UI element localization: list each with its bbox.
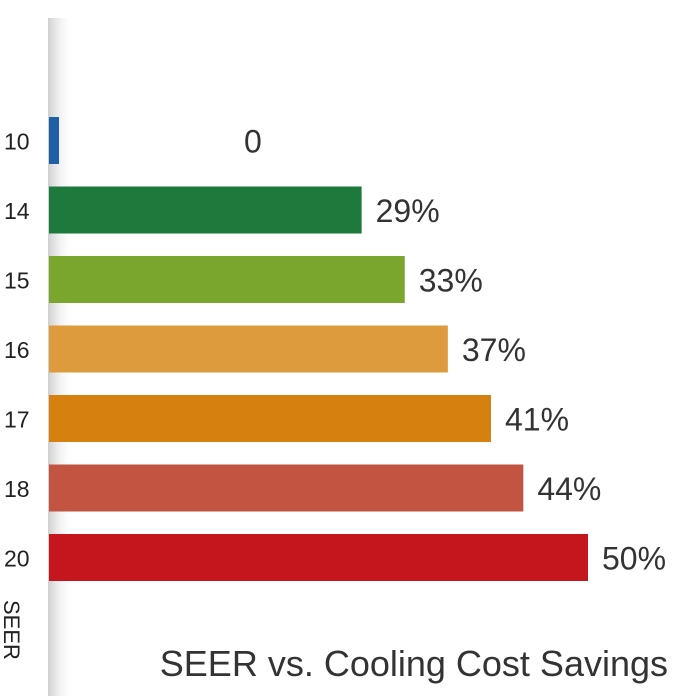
value-label: 29% <box>376 193 440 229</box>
value-label: 41% <box>505 402 569 438</box>
bar-seer-15 <box>49 256 405 303</box>
bar-seer-17 <box>49 395 491 442</box>
value-label: 44% <box>537 471 601 507</box>
bar-seer-20 <box>49 534 588 581</box>
category-label: 14 <box>4 198 30 224</box>
category-label: 20 <box>4 546 30 572</box>
bar-seer-14 <box>49 186 362 234</box>
value-label: 33% <box>419 263 483 299</box>
y-axis-title: SEER <box>0 600 24 660</box>
category-labels: 10 14 15 16 17 18 20 <box>4 129 30 572</box>
category-label: 15 <box>4 268 30 294</box>
category-label: 16 <box>4 337 30 363</box>
category-label: 10 <box>4 129 30 155</box>
category-label: 18 <box>4 476 30 502</box>
bars-layer <box>49 117 588 581</box>
value-labels: 0 29% 33% 37% 41% 44%50% <box>244 124 666 577</box>
value-label: 0 <box>244 124 262 160</box>
category-label: 17 <box>4 407 30 433</box>
chart-title: SEER vs. Cooling Cost Savings <box>160 643 668 684</box>
bar-seer-18 <box>49 464 524 512</box>
bar-seer-16 <box>49 325 448 373</box>
value-label: 37% <box>462 332 526 368</box>
value-label: 50% <box>602 541 666 577</box>
bar-seer-10 <box>49 117 59 164</box>
